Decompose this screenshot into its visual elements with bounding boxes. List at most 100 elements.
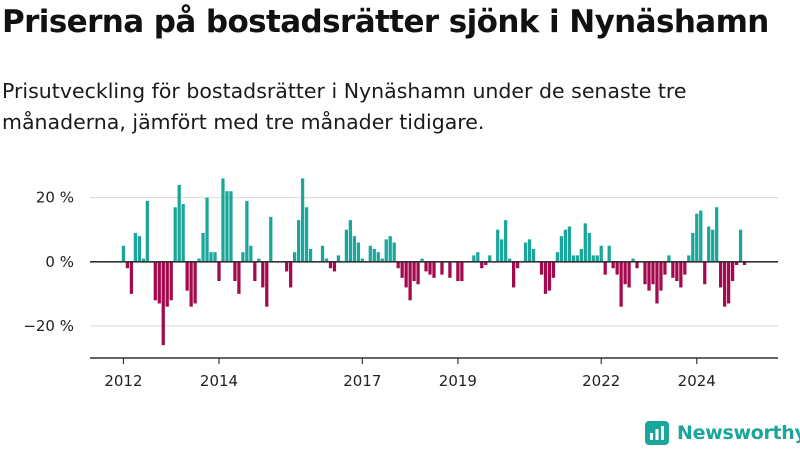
bar	[221, 178, 225, 262]
bar	[647, 261, 651, 291]
bar	[734, 261, 739, 265]
bar	[356, 242, 360, 262]
bar	[571, 255, 575, 262]
bar	[296, 220, 301, 262]
bar	[408, 261, 412, 301]
bar	[504, 220, 508, 262]
bar	[392, 242, 396, 262]
bar	[603, 261, 607, 275]
x-tick-label: 2012	[104, 372, 142, 390]
bar	[527, 239, 532, 262]
bar	[261, 261, 265, 288]
y-tick-label: 0 %	[45, 253, 74, 271]
bar	[424, 261, 428, 272]
bar	[300, 178, 305, 262]
bar	[145, 200, 149, 262]
x-tick-label: 2017	[343, 372, 381, 390]
bar	[675, 261, 679, 282]
bar	[707, 226, 711, 262]
bar	[404, 261, 408, 288]
bar	[201, 232, 205, 262]
bar	[496, 229, 500, 262]
bar	[293, 252, 297, 262]
bar	[723, 261, 727, 307]
bar	[631, 258, 635, 262]
bar	[213, 252, 217, 262]
bar	[352, 236, 357, 262]
bar	[169, 261, 173, 301]
bar	[161, 261, 165, 346]
chart-subtitle: Prisutveckling för bostadsrätter i Nynäs…	[2, 79, 687, 134]
bar	[663, 261, 667, 275]
bar	[185, 261, 189, 291]
chart-title: Priserna på bostadsrätter sjönk i Nynäsh…	[2, 4, 769, 40]
bar	[583, 223, 587, 262]
bar	[691, 232, 695, 262]
bar	[229, 191, 233, 262]
bar	[372, 248, 376, 262]
bar	[508, 258, 512, 262]
bar	[269, 216, 273, 262]
bar	[539, 261, 544, 275]
bar	[448, 261, 452, 278]
bar	[193, 261, 197, 304]
bar	[121, 245, 126, 262]
bar	[515, 261, 520, 269]
bar	[472, 255, 476, 262]
bar	[456, 261, 460, 282]
bar	[412, 261, 416, 282]
axes	[90, 260, 778, 364]
bar	[619, 261, 623, 307]
bar	[420, 258, 424, 262]
bar	[368, 245, 372, 262]
bar	[125, 261, 130, 269]
bar	[332, 261, 337, 272]
bar	[153, 261, 157, 301]
bar	[217, 261, 221, 282]
bar	[460, 261, 464, 282]
bar	[257, 258, 261, 262]
bar	[328, 261, 333, 269]
bar	[209, 252, 213, 262]
bar	[249, 245, 253, 262]
bar	[591, 255, 595, 262]
bar	[336, 255, 341, 262]
bar	[726, 261, 731, 304]
gridlines	[90, 197, 778, 327]
bar	[177, 184, 181, 262]
bar	[730, 261, 735, 282]
bar	[400, 261, 404, 278]
bar	[225, 191, 229, 262]
bar	[567, 226, 572, 262]
bar	[344, 229, 349, 262]
bar	[511, 261, 516, 288]
bar	[308, 248, 313, 262]
bar	[388, 236, 392, 262]
bar	[719, 261, 723, 288]
bar	[655, 261, 659, 304]
bar	[703, 261, 707, 285]
bar	[683, 261, 687, 275]
bar	[599, 245, 603, 262]
x-tick-label: 2024	[678, 372, 716, 390]
bar	[687, 255, 691, 262]
x-tick-label: 2014	[200, 372, 238, 390]
bar	[237, 261, 241, 294]
bar	[416, 261, 420, 285]
bar	[348, 220, 353, 262]
y-tick-label: 20 %	[36, 189, 74, 207]
bar	[695, 213, 699, 262]
bar	[575, 255, 579, 262]
bar	[129, 261, 134, 294]
y-tick-label: −20 %	[23, 317, 74, 335]
brand-logo[interactable]: Newsworthy	[645, 420, 800, 446]
bar	[440, 261, 444, 275]
bar	[432, 261, 436, 278]
bar	[500, 239, 504, 262]
bar	[615, 261, 619, 275]
bar	[165, 261, 169, 307]
bar	[360, 258, 364, 262]
bar	[551, 261, 556, 278]
bar	[320, 245, 325, 262]
